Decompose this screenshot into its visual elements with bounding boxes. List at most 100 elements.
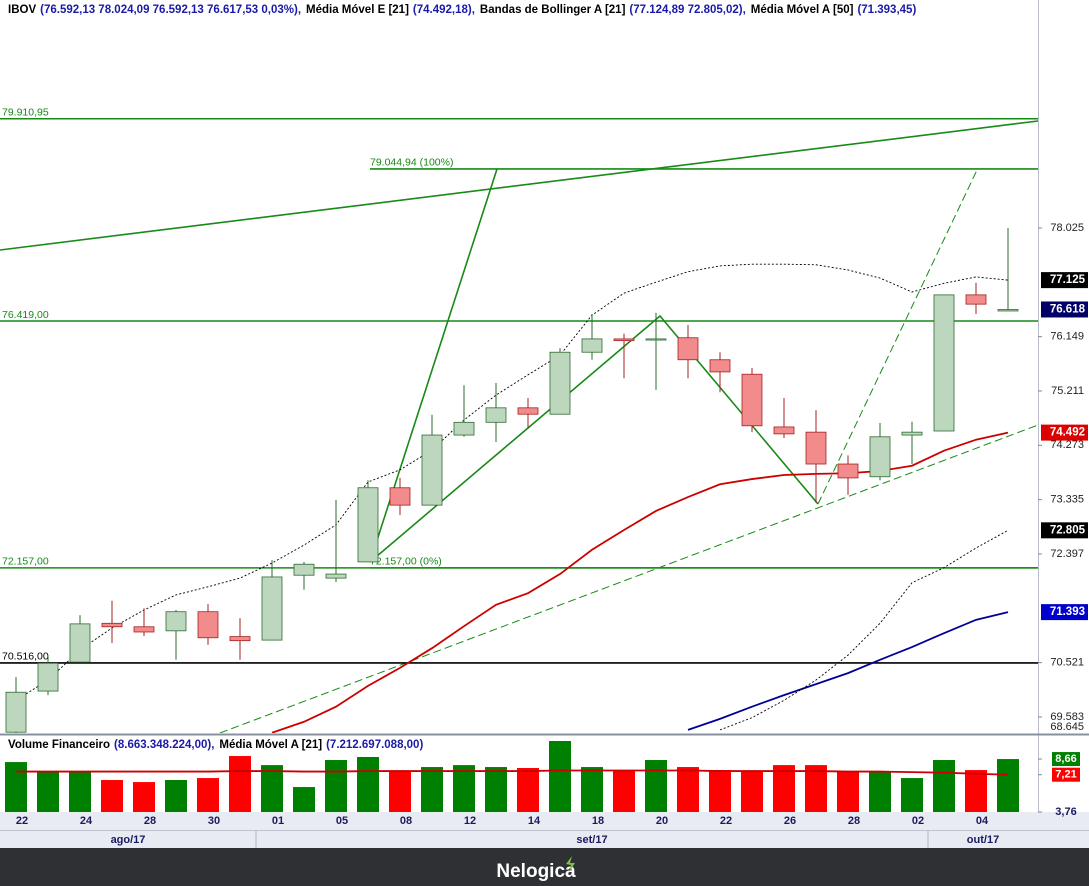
candle-body [133,626,155,633]
candle-body [5,691,27,733]
fibonacci-label: 72.157,00 (0%) [370,556,442,568]
indicator-line [719,529,1009,731]
price-tag [1041,522,1088,539]
candle-body [453,421,475,436]
price-level-label: 72.157,00 [2,556,49,568]
price-level-label: 79.910,95 [2,107,49,119]
price-tag-label: 76.618 [1050,304,1086,316]
header-name: IBOV [8,4,36,16]
candle-body [869,436,891,478]
footer-logo: Nelogica [496,861,576,882]
volume-bar [805,765,827,812]
candle-body [805,431,827,465]
footer-bar [0,848,1089,886]
header-value: (76.592,13 78.024,09 76.592,13 76.617,53… [40,4,301,16]
y-tick-label: 76.149 [1050,331,1084,343]
header-name: Média Móvel A [50] [751,4,854,16]
month-label: out/17 [967,834,999,846]
header-name: Média Móvel A [21] [219,739,322,751]
candle-body [997,309,1019,312]
volume-bar [549,740,571,812]
candle-body [229,636,251,642]
candle-body [485,407,507,423]
price-tag-label: 72.805 [1050,524,1086,536]
axes: IBOV (76.592,13 78.024,09 76.592,13 76.61… [8,4,1088,848]
fibonacci-label: 79.044,94 (100%) [370,157,453,169]
price-tag-label: 77.125 [1050,274,1086,286]
price-level-label: 76.419,00 [2,309,49,321]
header-name: Média Móvel E [21] [306,4,409,16]
x-tick-label: 26 [784,815,796,827]
candle-body [197,611,219,639]
candle-body [613,338,635,342]
y-bottom-label: 68.645 [1050,721,1084,733]
candle-body [421,434,443,506]
volume-bar [485,767,507,812]
month-label: ago/17 [111,834,146,846]
volume-bar [325,760,347,812]
month-label: set/17 [576,834,607,846]
candle-body [837,463,859,479]
y-tick-label: 69.583 [1050,711,1084,723]
header: Volume Financeiro (8.663.348.224,00), Médi… [8,739,423,751]
volume-bar [933,760,955,812]
x-tick-label: 28 [144,815,156,827]
candle-body [165,611,187,632]
price-tag [1041,301,1088,318]
price-tag [1041,272,1088,289]
header-name: Volume Financeiro [8,739,110,751]
volume-bar [389,771,411,812]
y-tick-label: 73.335 [1050,494,1084,506]
candle-body [101,622,123,628]
volume-bar [741,771,763,812]
candle-body [293,563,315,576]
volume-bar [229,756,251,812]
y-tick-label: 70.521 [1050,657,1084,669]
x-tick-label: 12 [464,815,476,827]
x-tick-label: 01 [272,815,284,827]
header: IBOV (76.592,13 78.024,09 76.592,13 76.61… [8,4,916,16]
price-plot: 79.910,95 76.419,00 72.157,00 70.516,00 79.0… [0,107,1038,733]
volume-bar [37,771,59,812]
candle-body [325,573,347,579]
y-tick-label: 8,66 [1055,753,1076,765]
logo-mark [566,856,575,872]
header-value: (8.663.348.224,00), [114,739,214,751]
price-level-label: 70.516,00 [2,651,49,663]
header-value: (7.212.697.088,00) [326,739,423,751]
candle-body [709,359,731,373]
volume-bar [581,767,603,812]
y-tick-label: 3,76 [1055,806,1076,818]
candle-body [965,294,987,305]
volume-bar [101,780,123,812]
x-tick-label: 18 [592,815,604,827]
header-value: (74.492,18), [413,4,475,16]
candle-body [517,407,539,415]
candle-body [69,623,91,663]
volume-bar [453,765,475,812]
candle-body [581,338,603,353]
volume-bar [901,778,923,812]
volume-bar [645,760,667,812]
volume-bar [357,756,379,812]
drawings [0,120,1038,733]
value-tag [1052,767,1080,782]
x-tick-label: 22 [720,815,732,827]
volume-bar [133,782,155,812]
candle-body [645,338,667,341]
dashed-trend [219,424,1038,733]
volume-bar [677,767,699,812]
value-tag [1052,752,1080,767]
volume-plot [5,740,1019,812]
volume-bar [293,787,315,812]
volume-bar [837,771,859,812]
y-tick-label: 72.397 [1050,548,1084,560]
indicator-line [687,611,1009,731]
x-tick-label: 04 [976,815,989,827]
indicator-line [16,769,1009,776]
price-tag [1041,424,1088,441]
y-tick-label: 7,21 [1055,769,1076,781]
